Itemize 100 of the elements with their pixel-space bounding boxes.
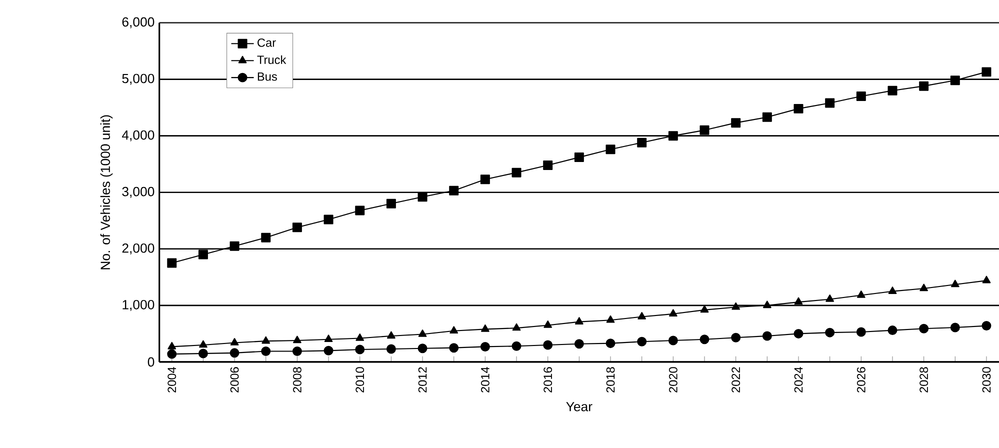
point: [888, 326, 898, 336]
point: [950, 322, 960, 332]
point: [230, 241, 240, 251]
point: [856, 91, 866, 101]
y-tick-label: 1,000: [122, 300, 154, 311]
point: [950, 280, 960, 288]
point: [418, 192, 428, 202]
point: [794, 104, 804, 114]
point: [856, 290, 866, 298]
point: [762, 331, 772, 341]
x-tick-label: 2006: [230, 367, 239, 392]
point: [480, 174, 490, 184]
x-tick-label: 2020: [668, 367, 678, 392]
point: [732, 302, 740, 310]
point: [199, 340, 208, 348]
y-tick-label: 0: [148, 357, 154, 367]
point: [982, 276, 991, 284]
x-tick-label: 2008: [292, 367, 302, 392]
x-tick-label: 2030: [982, 367, 991, 392]
point: [574, 152, 584, 162]
point: [668, 336, 678, 346]
point: [418, 330, 427, 337]
point: [293, 336, 302, 344]
y-tick-label: 2,000: [122, 243, 154, 254]
point: [544, 320, 552, 328]
x-tick-label: 2010: [356, 367, 364, 392]
point: [982, 67, 992, 77]
y-tick-label: 3,000: [122, 186, 154, 198]
point: [386, 344, 396, 354]
x-tick-label: 2012: [418, 367, 427, 392]
point: [356, 333, 364, 341]
x-tick-label: 2018: [606, 367, 615, 392]
point: [826, 294, 834, 302]
point: [731, 118, 741, 128]
point: [606, 144, 616, 154]
point: [637, 336, 647, 346]
point: [700, 334, 710, 344]
point: [574, 339, 584, 349]
point: [762, 112, 772, 122]
point: [198, 250, 208, 260]
point: [198, 348, 208, 358]
point: [418, 344, 428, 354]
y-tick-label: 4,000: [122, 130, 154, 142]
x-tick-label: 2016: [544, 367, 552, 392]
legend-label: Truck: [257, 55, 286, 64]
point: [638, 312, 646, 320]
y-axis-title: No. of Vehicles (1000 unit): [100, 115, 113, 270]
point: [762, 300, 772, 308]
point: [919, 81, 929, 91]
point: [292, 346, 302, 356]
point: [982, 321, 992, 331]
point: [700, 305, 709, 313]
point: [606, 315, 615, 323]
point: [794, 328, 804, 338]
point: [668, 131, 678, 141]
point: [386, 198, 396, 208]
point: [637, 138, 647, 148]
point: [324, 346, 334, 356]
point: [606, 338, 616, 348]
legend-label: Bus: [258, 72, 277, 81]
point: [324, 334, 333, 342]
point: [261, 232, 271, 242]
x-tick-label: 2024: [794, 366, 803, 392]
point: [856, 327, 866, 337]
point: [230, 348, 240, 358]
point: [450, 326, 458, 334]
point: [355, 344, 365, 354]
point: [950, 76, 960, 86]
point: [449, 343, 459, 353]
point: [825, 328, 835, 338]
x-tick-label: 2004: [168, 366, 176, 392]
point: [481, 324, 490, 332]
point: [292, 222, 302, 232]
point: [731, 332, 741, 342]
point: [387, 331, 396, 339]
point: [167, 349, 177, 359]
y-tick-label: 6,000: [122, 17, 154, 28]
point: [512, 341, 522, 351]
point: [543, 160, 553, 170]
point: [825, 98, 835, 108]
point: [480, 342, 490, 352]
point: [262, 336, 270, 344]
point: [920, 284, 928, 292]
x-tick-label: 2014: [480, 366, 490, 392]
point: [324, 214, 334, 224]
point: [919, 324, 929, 334]
point: [512, 168, 522, 178]
point: [512, 323, 521, 331]
point: [574, 317, 584, 324]
x-tick-label: 2026: [856, 367, 866, 392]
point: [355, 206, 365, 216]
point: [888, 86, 898, 96]
y-tick-label: 5,000: [122, 74, 154, 85]
legend-label: Car: [258, 38, 276, 47]
point: [167, 258, 177, 268]
x-tick-label: 2028: [920, 367, 928, 392]
point: [261, 346, 271, 356]
point: [168, 342, 176, 350]
point: [230, 338, 239, 346]
point: [543, 340, 553, 350]
